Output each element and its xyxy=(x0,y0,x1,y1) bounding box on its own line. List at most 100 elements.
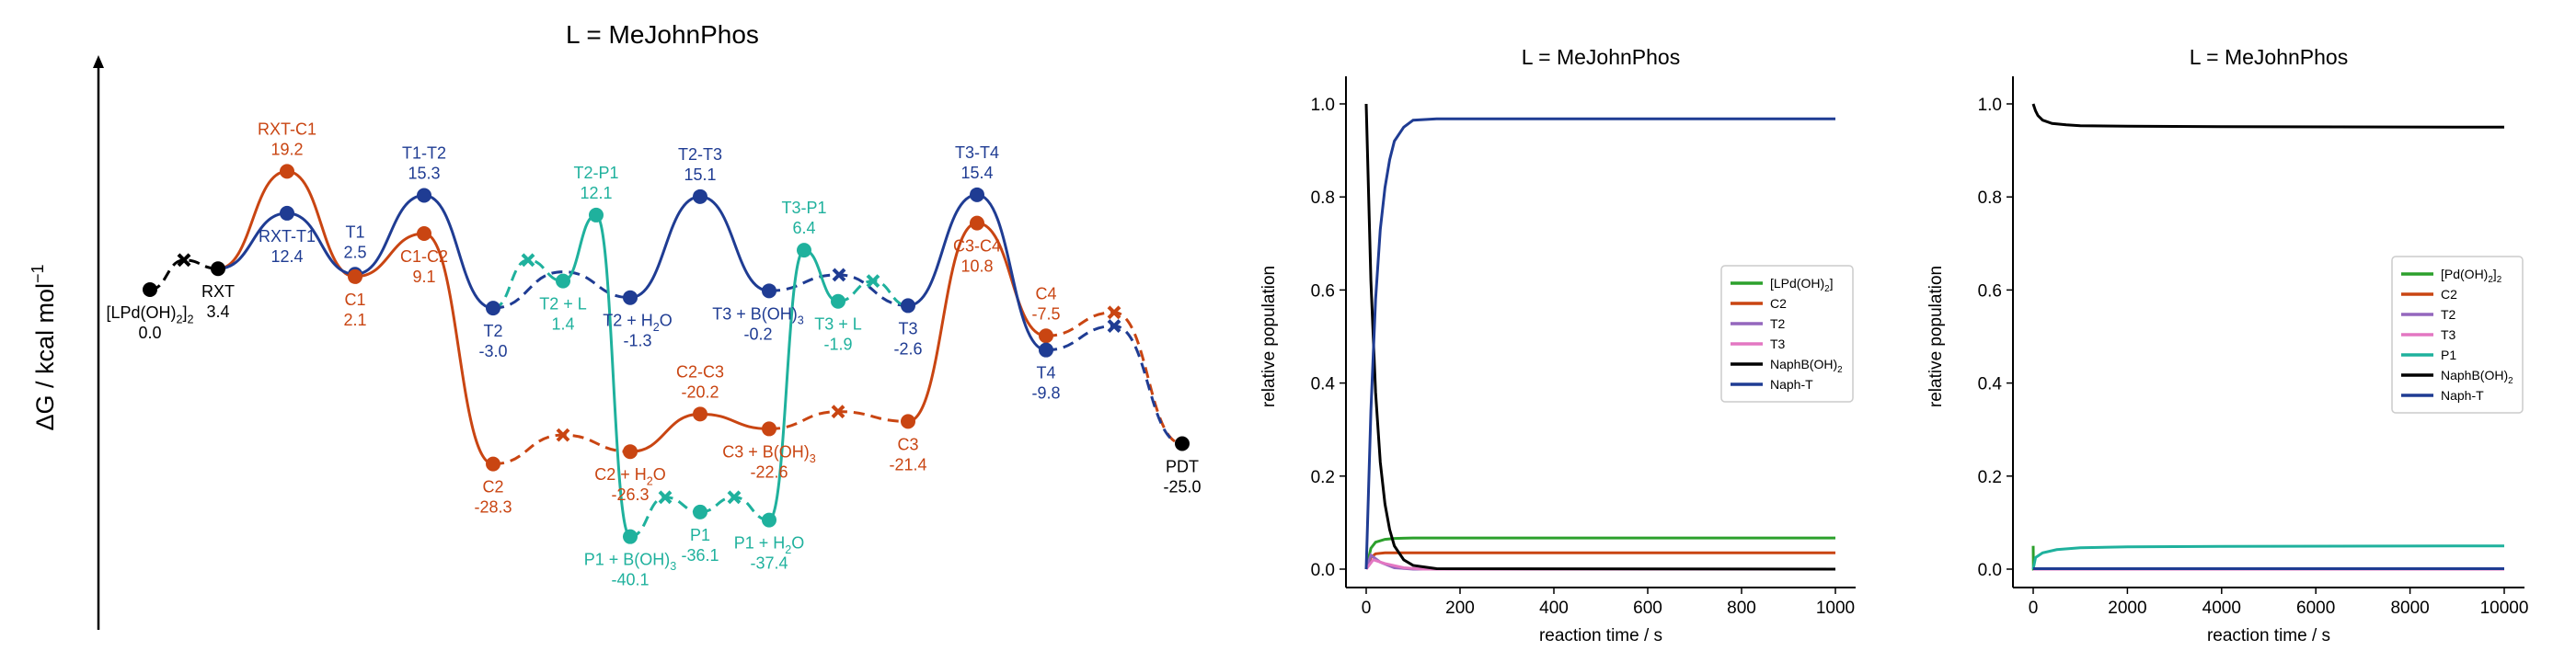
state-label: RXT xyxy=(201,282,235,301)
x-tick-label: 400 xyxy=(1539,599,1569,618)
legend-item: T3 xyxy=(2441,327,2456,342)
state-value: -7.5 xyxy=(1031,304,1060,323)
y-tick-label: 0.0 xyxy=(1311,561,1335,580)
state-point xyxy=(762,421,776,437)
state-point xyxy=(762,512,776,528)
y-tick-label: 0.0 xyxy=(1978,561,2002,580)
y-tick-label: 0.6 xyxy=(1978,281,2002,301)
y-tick-label: 0.6 xyxy=(1311,281,1335,301)
x-tick-label: 200 xyxy=(1445,599,1475,618)
state-value: 2.5 xyxy=(343,243,366,261)
state-value: -21.4 xyxy=(889,455,926,474)
state-label: C2 + H2O xyxy=(594,465,666,487)
chart-title: L = MeJohnPhos xyxy=(566,20,759,49)
state-value: -37.4 xyxy=(750,554,788,573)
x-tick-label: 10000 xyxy=(2480,599,2529,618)
profile-curve-blue xyxy=(1045,325,1183,445)
x-tick-label: 0 xyxy=(2029,599,2039,618)
state-value: 12.1 xyxy=(580,184,612,202)
state-label: T2-P1 xyxy=(573,164,618,182)
state-label: T3-P1 xyxy=(781,199,826,217)
state-value: 19.2 xyxy=(270,140,303,158)
state-value: 0.0 xyxy=(138,324,161,342)
state-point xyxy=(623,290,638,305)
profile-curve-teal xyxy=(837,280,909,307)
state-label: T3 xyxy=(898,319,917,337)
state-label: [LPd(OH)2]2 xyxy=(106,303,193,325)
state-value: -2.6 xyxy=(893,339,922,358)
state-point xyxy=(623,444,638,460)
state-value: -3.0 xyxy=(478,342,507,360)
state-label: C1-C2 xyxy=(400,247,448,266)
state-value: 15.4 xyxy=(960,164,993,182)
state-point xyxy=(1039,328,1053,344)
x-tick-label: 800 xyxy=(1727,599,1756,618)
transition-marker xyxy=(727,490,742,505)
legend-item: T2 xyxy=(2441,307,2456,322)
state-label: T3 + L xyxy=(814,315,862,334)
transition-marker xyxy=(658,490,673,505)
y-tick-label: 0.4 xyxy=(1311,375,1336,394)
y-tick-label: 0.8 xyxy=(1311,188,1335,208)
x-tick-label: 4000 xyxy=(2202,599,2241,618)
legend: [LPd(OH)2] C2 T2 T3 NaphB(OH)2 Naph-T xyxy=(1720,265,1854,403)
legend-frame xyxy=(1720,265,1854,403)
series-line xyxy=(1364,551,1835,570)
state-point xyxy=(831,293,845,309)
chart-title: L = MeJohnPhos xyxy=(2190,45,2348,69)
legend-item: C2 xyxy=(2441,287,2457,302)
x-axis-label: reaction time / s xyxy=(2207,626,2330,645)
series-line xyxy=(2031,544,2505,570)
legend-item: P1 xyxy=(2441,348,2456,362)
y-tick-label: 1.0 xyxy=(1311,96,1335,115)
state-point xyxy=(348,268,362,284)
state-value: -26.3 xyxy=(611,485,649,504)
profile-curve-blue xyxy=(629,195,770,300)
state-point xyxy=(762,283,776,299)
series-line xyxy=(1364,117,1835,570)
state-value: 15.1 xyxy=(684,166,716,184)
state-point xyxy=(556,273,570,289)
profile-curve-teal xyxy=(767,248,839,522)
state-label: C2-C3 xyxy=(676,362,724,381)
legend-item: [LPd(OH)2] xyxy=(1770,276,1833,294)
transition-marker xyxy=(831,405,845,419)
state-point xyxy=(417,188,431,203)
state-value: -1.3 xyxy=(623,332,651,350)
x-axis-label: reaction time / s xyxy=(1539,626,1662,645)
state-value: -1.9 xyxy=(823,336,852,354)
legend-item: Naph-T xyxy=(1770,377,1813,392)
state-label: C3-C4 xyxy=(953,237,1001,256)
y-axis-label: relative population xyxy=(1926,266,1946,407)
transition-marker xyxy=(556,428,570,442)
population-panel: L = MeJohnPhos 0.0 0.2 0.4 0.6 0.8 1.0 0 2000 400… xyxy=(1926,45,2528,645)
state-label: C3 + B(OH)3 xyxy=(722,442,816,464)
transition-marker xyxy=(177,253,191,268)
state-label: C1 xyxy=(344,291,365,309)
x-tick-label: 2000 xyxy=(2108,599,2146,618)
legend-item: T2 xyxy=(1770,316,1786,331)
state-point xyxy=(623,529,638,544)
series-line xyxy=(2031,103,2505,129)
population-panel: L = MeJohnPhos 0.0 0.2 0.4 0.6 0.8 1.0 0 200 400 6… xyxy=(1259,45,1856,645)
state-value: 9.1 xyxy=(412,268,435,286)
y-tick-label: 1.0 xyxy=(1978,96,2002,115)
state-label: T2 + L xyxy=(539,295,587,314)
state-point xyxy=(693,504,707,519)
state-point xyxy=(970,215,984,231)
legend-item: [Pd(OH)2]2 xyxy=(2441,267,2501,285)
y-axis-label: relative population xyxy=(1259,266,1279,407)
state-label: T2 xyxy=(483,322,502,340)
state-point xyxy=(486,301,500,316)
state-label: C4 xyxy=(1035,284,1056,302)
state-point xyxy=(970,187,984,202)
y-tick-label: 0.4 xyxy=(1978,375,2003,394)
state-label: P1 xyxy=(690,526,710,544)
profile-curve-teal xyxy=(699,496,770,522)
x-tick-label: 8000 xyxy=(2390,599,2429,618)
state-label: T1 xyxy=(345,223,364,241)
state-value: -40.1 xyxy=(611,571,649,589)
state-value: 2.1 xyxy=(343,311,366,329)
legend-item: NaphB(OH)2 xyxy=(1770,357,1843,375)
